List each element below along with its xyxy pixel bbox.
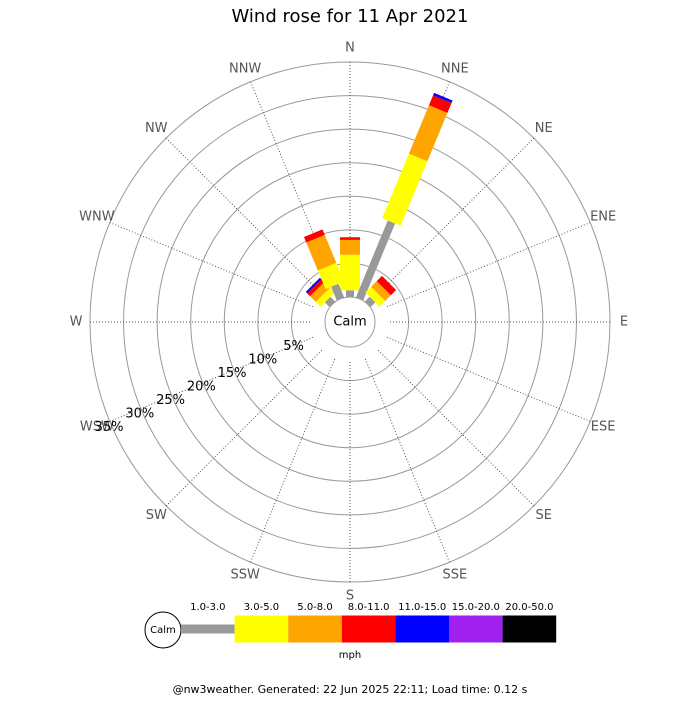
legend-label: 15.0-20.0 [452, 602, 500, 613]
r-tick-label: 25% [156, 393, 185, 408]
direction-label: NW [145, 121, 168, 136]
ring [257, 229, 443, 415]
direction-line [109, 222, 314, 308]
r-tick-label: 10% [248, 353, 277, 368]
bar-segment [433, 92, 453, 103]
bar-segment [340, 237, 360, 240]
bar-segment [428, 95, 452, 113]
legend-swatch [395, 615, 449, 643]
legend-label: 1.0-3.0 [190, 602, 225, 613]
direction-label: SSW [230, 568, 260, 583]
bar-segment [346, 290, 354, 297]
bar-segment [382, 153, 428, 226]
legend-label: 5.0-8.0 [297, 602, 332, 613]
chart-title: Wind rose for 11 Apr 2021 [232, 6, 469, 27]
direction-label: NNE [441, 61, 469, 76]
bar-segment [371, 281, 391, 301]
direction-label: ESE [591, 419, 616, 434]
direction-line [364, 358, 450, 563]
direction-line [250, 358, 336, 563]
bar-segment [303, 229, 325, 243]
r-tick-label: 5% [283, 339, 304, 354]
bar-segment [317, 262, 345, 290]
legend-calm-label: Calm [150, 625, 176, 636]
legend-swatch [449, 615, 503, 643]
direction-label: NNW [229, 61, 261, 76]
legend-swatch [341, 615, 396, 643]
r-tick-label: 35% [95, 420, 124, 435]
unit-label: mph [339, 650, 361, 661]
legend-label: 20.0-50.0 [505, 602, 553, 613]
bar-segment [340, 239, 360, 255]
bar-segment [331, 283, 345, 301]
bar-segment [306, 234, 337, 271]
direction-label: S [346, 589, 354, 604]
legend-label: 3.0-5.0 [244, 602, 279, 613]
direction-line [377, 349, 535, 507]
legend-label: 11.0-15.0 [398, 602, 446, 613]
direction-line [386, 222, 591, 308]
legend-swatch [234, 615, 289, 643]
calm-label: Calm [333, 315, 366, 330]
direction-label: SSE [442, 568, 467, 583]
ring [223, 195, 477, 449]
bar-segment [315, 287, 335, 307]
legend-swatch [288, 615, 342, 643]
footer: @nw3weather. Generated: 22 Jun 2025 22:1… [173, 683, 528, 696]
r-tick-label: 15% [218, 366, 247, 381]
direction-line [377, 137, 535, 295]
direction-label: SE [536, 508, 552, 523]
direction-label: WNW [79, 210, 115, 225]
bar-segment [307, 279, 325, 297]
bar-segment [324, 296, 336, 308]
direction-label: WSW [80, 419, 114, 434]
ring [156, 128, 544, 516]
direction-label: N [345, 41, 355, 56]
bar-segment [365, 286, 386, 307]
bar-segment [340, 254, 360, 291]
direction-label: NE [535, 121, 553, 136]
direction-line [386, 336, 591, 422]
bar-segment [364, 296, 376, 308]
direction-line [165, 137, 323, 295]
direction-label: ENE [590, 210, 616, 225]
r-tick-label: 20% [187, 380, 216, 395]
bar-segment [355, 220, 396, 301]
legend-label: 8.0-11.0 [348, 602, 390, 613]
direction-label: SW [146, 508, 167, 523]
direction-line [109, 336, 314, 422]
bar-segment [408, 105, 448, 162]
ring [190, 162, 510, 482]
direction-line [165, 349, 323, 507]
legend-swatch [181, 624, 235, 634]
direction-label: E [620, 315, 628, 330]
bar-segment [376, 275, 397, 296]
legend-swatch [502, 615, 557, 643]
bar-segment [305, 277, 322, 294]
direction-label: W [70, 315, 83, 330]
r-tick-label: 30% [125, 407, 154, 422]
